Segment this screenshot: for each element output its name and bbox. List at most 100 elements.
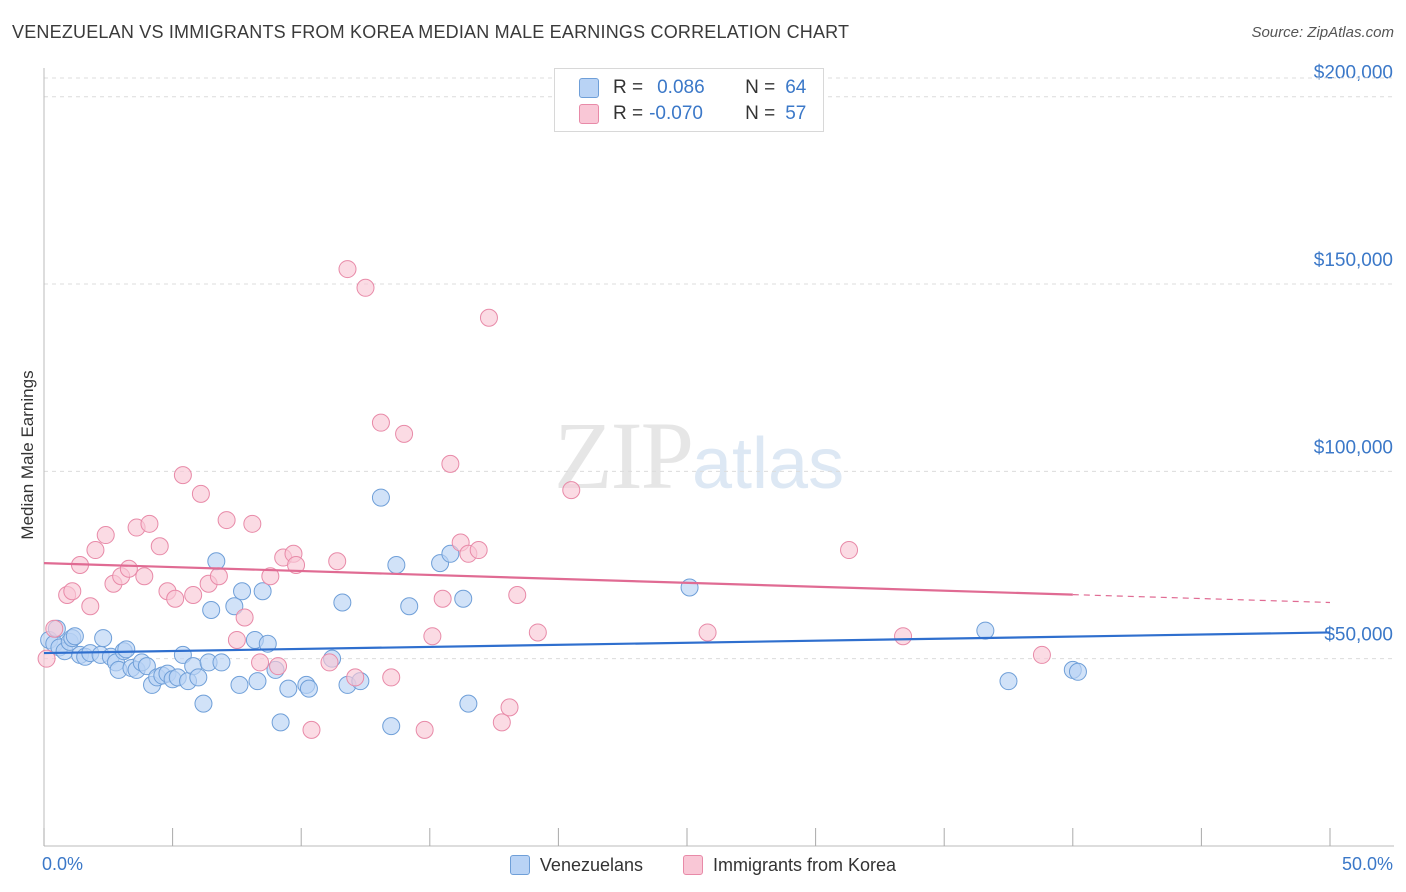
korea-point xyxy=(469,541,488,560)
watermark-atlas: atlas xyxy=(692,424,845,504)
venezuelan-point xyxy=(230,675,249,694)
venezuelan-point xyxy=(189,668,208,687)
n-value: 57 xyxy=(785,103,807,124)
korea-point xyxy=(415,720,434,739)
venezuelan-point xyxy=(387,556,406,575)
x-tick-label: 0.0% xyxy=(42,854,83,874)
korea-point xyxy=(173,466,192,485)
korea-point xyxy=(63,582,82,601)
venezuelan-point xyxy=(459,694,478,713)
korea-point xyxy=(500,698,519,717)
venezuelan-point xyxy=(258,634,277,653)
korea-point xyxy=(508,585,527,604)
korea-point xyxy=(433,589,452,608)
korea-point xyxy=(140,514,159,533)
y-tick-label: $200,000 xyxy=(1314,63,1393,84)
chart-title: VENEZUELAN VS IMMIGRANTS FROM KOREA MEDI… xyxy=(12,22,850,42)
venezuelan-point xyxy=(441,544,460,563)
n-label: N = xyxy=(745,77,776,98)
legend-item-venezuelans: Venezuelans xyxy=(509,852,644,878)
korea-point xyxy=(320,653,339,672)
korea-point xyxy=(217,511,236,530)
korea-point xyxy=(235,608,254,627)
trend-line xyxy=(43,562,1073,596)
legend-label: Venezuelans xyxy=(539,854,644,875)
korea-point xyxy=(269,657,288,676)
venezuelan-point xyxy=(202,600,221,619)
korea-point xyxy=(96,526,115,545)
korea-point xyxy=(81,597,100,616)
korea-point xyxy=(166,589,185,608)
korea-point xyxy=(441,454,460,473)
venezuelan-point xyxy=(212,653,231,672)
venezuelan-point xyxy=(233,582,252,601)
r-label: R = xyxy=(613,77,644,98)
venezuelan-point xyxy=(680,578,699,597)
venezuelan-point xyxy=(137,657,156,676)
blue-swatch xyxy=(509,855,530,875)
venezuelan-point xyxy=(382,717,401,736)
legend-row-venezuelans: R = 0.086 N = 64 xyxy=(579,75,806,101)
venezuelan-point xyxy=(225,597,244,616)
korea-point xyxy=(243,514,262,533)
korea-point xyxy=(302,720,321,739)
korea-point xyxy=(251,653,270,672)
venezuelan-point xyxy=(65,627,84,646)
korea-point xyxy=(698,623,717,642)
korea-point xyxy=(528,623,547,642)
korea-point xyxy=(328,552,347,571)
korea-point xyxy=(371,413,390,432)
y-axis-label: Median Male Earnings xyxy=(18,370,37,540)
venezuelan-point xyxy=(976,621,995,640)
venezuelan-point xyxy=(271,713,290,732)
y-tick-label: $100,000 xyxy=(1314,437,1393,458)
r-label: R = xyxy=(613,103,644,124)
korea-point xyxy=(382,668,401,687)
venezuelan-point xyxy=(999,672,1018,691)
venezuelan-point xyxy=(248,672,267,691)
trend-line-extension xyxy=(1072,594,1331,604)
r-value: -0.070 xyxy=(649,103,703,124)
korea-point xyxy=(135,567,154,586)
korea-point xyxy=(184,585,203,604)
source-label: Source: ZipAtlas.com xyxy=(1251,24,1394,41)
trend-line xyxy=(43,631,1331,655)
series-legend: Venezuelans Immigrants from Korea xyxy=(0,852,1406,878)
korea-point xyxy=(150,537,169,556)
y-tick-label: $150,000 xyxy=(1314,250,1393,271)
korea-point xyxy=(209,567,228,586)
korea-point xyxy=(287,556,306,575)
legend-item-korea: Immigrants from Korea xyxy=(683,852,896,878)
korea-point xyxy=(346,668,365,687)
venezuelan-point xyxy=(333,593,352,612)
pink-swatch xyxy=(579,104,599,124)
y-tick-label: $50,000 xyxy=(1324,625,1393,646)
x-tick-label: 50.0% xyxy=(1342,854,1393,874)
korea-point xyxy=(37,649,56,668)
korea-point xyxy=(45,619,64,638)
korea-point xyxy=(191,484,210,503)
korea-point xyxy=(840,541,859,560)
korea-point xyxy=(86,541,105,560)
n-value: 64 xyxy=(785,77,807,98)
legend-row-korea: R = -0.070 N = 57 xyxy=(579,101,806,127)
venezuelan-point xyxy=(1068,662,1087,681)
korea-point xyxy=(395,424,414,443)
venezuelan-point xyxy=(279,679,298,698)
n-label: N = xyxy=(745,103,776,124)
pink-swatch xyxy=(683,855,704,875)
r-value: 0.086 xyxy=(657,77,705,98)
venezuelan-point xyxy=(194,694,213,713)
venezuelan-point xyxy=(299,679,318,698)
korea-point xyxy=(338,260,357,279)
korea-point xyxy=(1032,645,1051,664)
korea-point xyxy=(227,630,246,649)
korea-point xyxy=(479,308,498,327)
venezuelan-point xyxy=(94,629,113,648)
venezuelan-point xyxy=(371,488,390,507)
korea-point xyxy=(356,278,375,297)
venezuelan-point xyxy=(454,589,473,608)
korea-point xyxy=(894,627,913,646)
korea-point xyxy=(492,713,511,732)
